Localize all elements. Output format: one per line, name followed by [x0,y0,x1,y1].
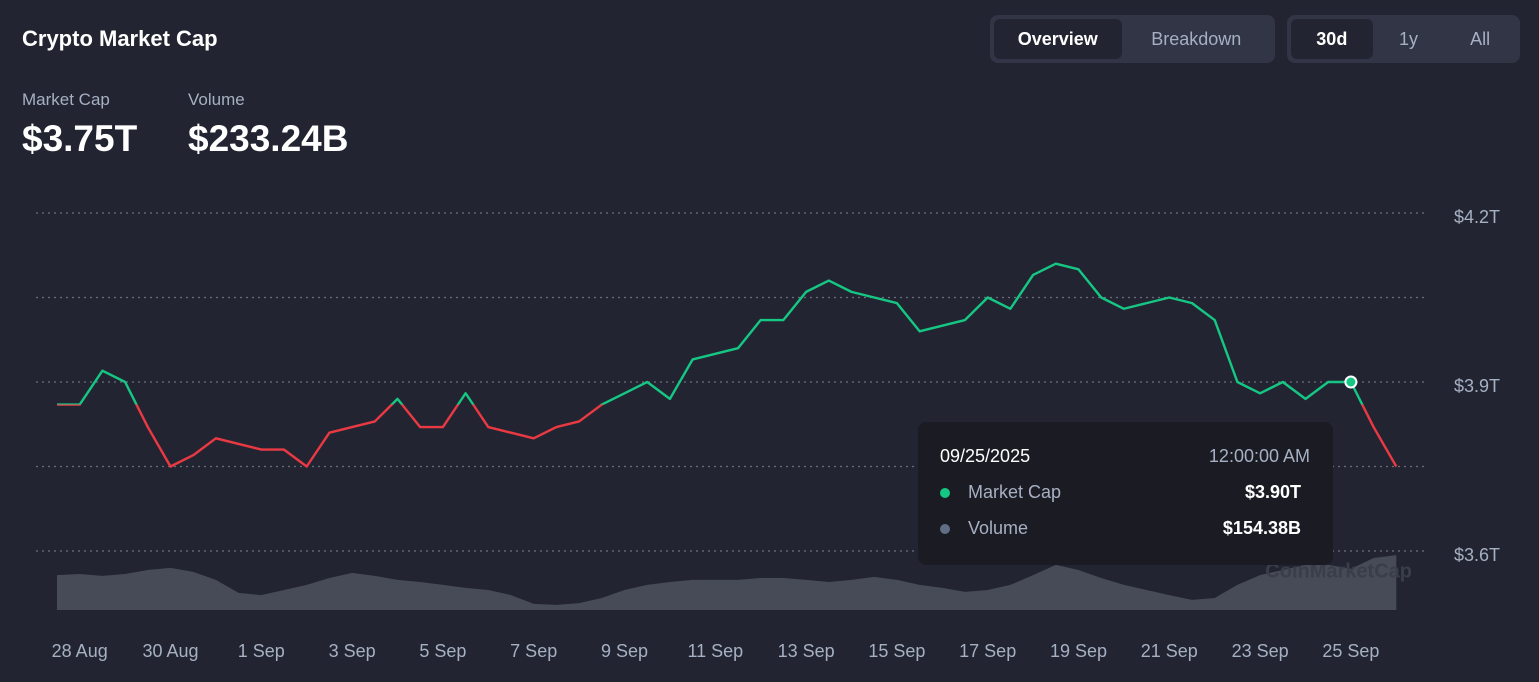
tooltip: 09/25/2025 12:00:00 AM Market Cap $3.90T… [918,422,1333,565]
stat-value: $233.24B [188,118,349,159]
hover-dot [1344,375,1358,389]
x-tick-label: 1 Sep [238,641,285,661]
x-tick-label: 30 Aug [142,641,198,661]
tooltip-row: Volume $154.38B [940,518,1301,539]
x-tick-label: 11 Sep [687,641,743,661]
title: Crypto Market Cap [22,26,218,51]
x-tick-label: 9 Sep [601,641,648,661]
stat-label: Market Cap [22,90,110,109]
range-button[interactable]: 30d [1291,19,1373,59]
tooltip-label: Volume [968,518,1029,538]
range-group: 30d 1y All [1287,15,1520,63]
y-tick-label: $4.2T [1454,207,1500,227]
x-tick-label: 23 Sep [1232,641,1289,661]
x-tick-label: 28 Aug [52,641,108,661]
x-tick-label: 17 Sep [959,641,1016,661]
volume-area [57,555,1397,610]
tooltip-value: $3.90T [1244,482,1301,502]
range-button[interactable]: All [1470,28,1491,49]
tooltip-date: 09/25/2025 [940,446,1031,466]
tab[interactable]: Breakdown [1151,28,1242,49]
tab-group: Overview Breakdown [990,15,1275,63]
range-button[interactable]: 1y [1398,28,1418,49]
x-tick-label: 15 Sep [868,641,925,661]
tooltip-value: $154.38B [1222,518,1301,538]
tooltip-label: Market Cap [968,482,1062,502]
tab[interactable]: Overview [994,19,1122,59]
x-tick-label: 19 Sep [1050,641,1107,661]
x-tick-label: 25 Sep [1322,641,1379,661]
stat-label: Volume [188,90,245,109]
x-tick-label: 3 Sep [329,641,376,661]
stat: Market Cap $3.75T [22,90,137,160]
tooltip-dot [940,488,950,498]
stat: Volume $233.24B [188,90,348,160]
stat-value: $3.75T [22,118,138,159]
y-tick-label: $3.6T [1454,545,1500,565]
watermark: CoinMarketCap [1265,560,1412,582]
tooltip-dot [940,524,950,534]
x-tick-label: 7 Sep [510,641,557,661]
y-tick-label: $3.9T [1454,376,1500,396]
x-tick-label: 13 Sep [778,641,835,661]
tooltip-time: 12:00:00 AM [1208,446,1310,466]
x-tick-label: 21 Sep [1141,641,1198,661]
market-cap-line [57,262,1398,468]
tooltip-row: Market Cap $3.90T [940,482,1301,503]
tooltip-head: 09/25/2025 12:00:00 AM [940,446,1310,467]
x-tick-label: 5 Sep [419,641,466,661]
